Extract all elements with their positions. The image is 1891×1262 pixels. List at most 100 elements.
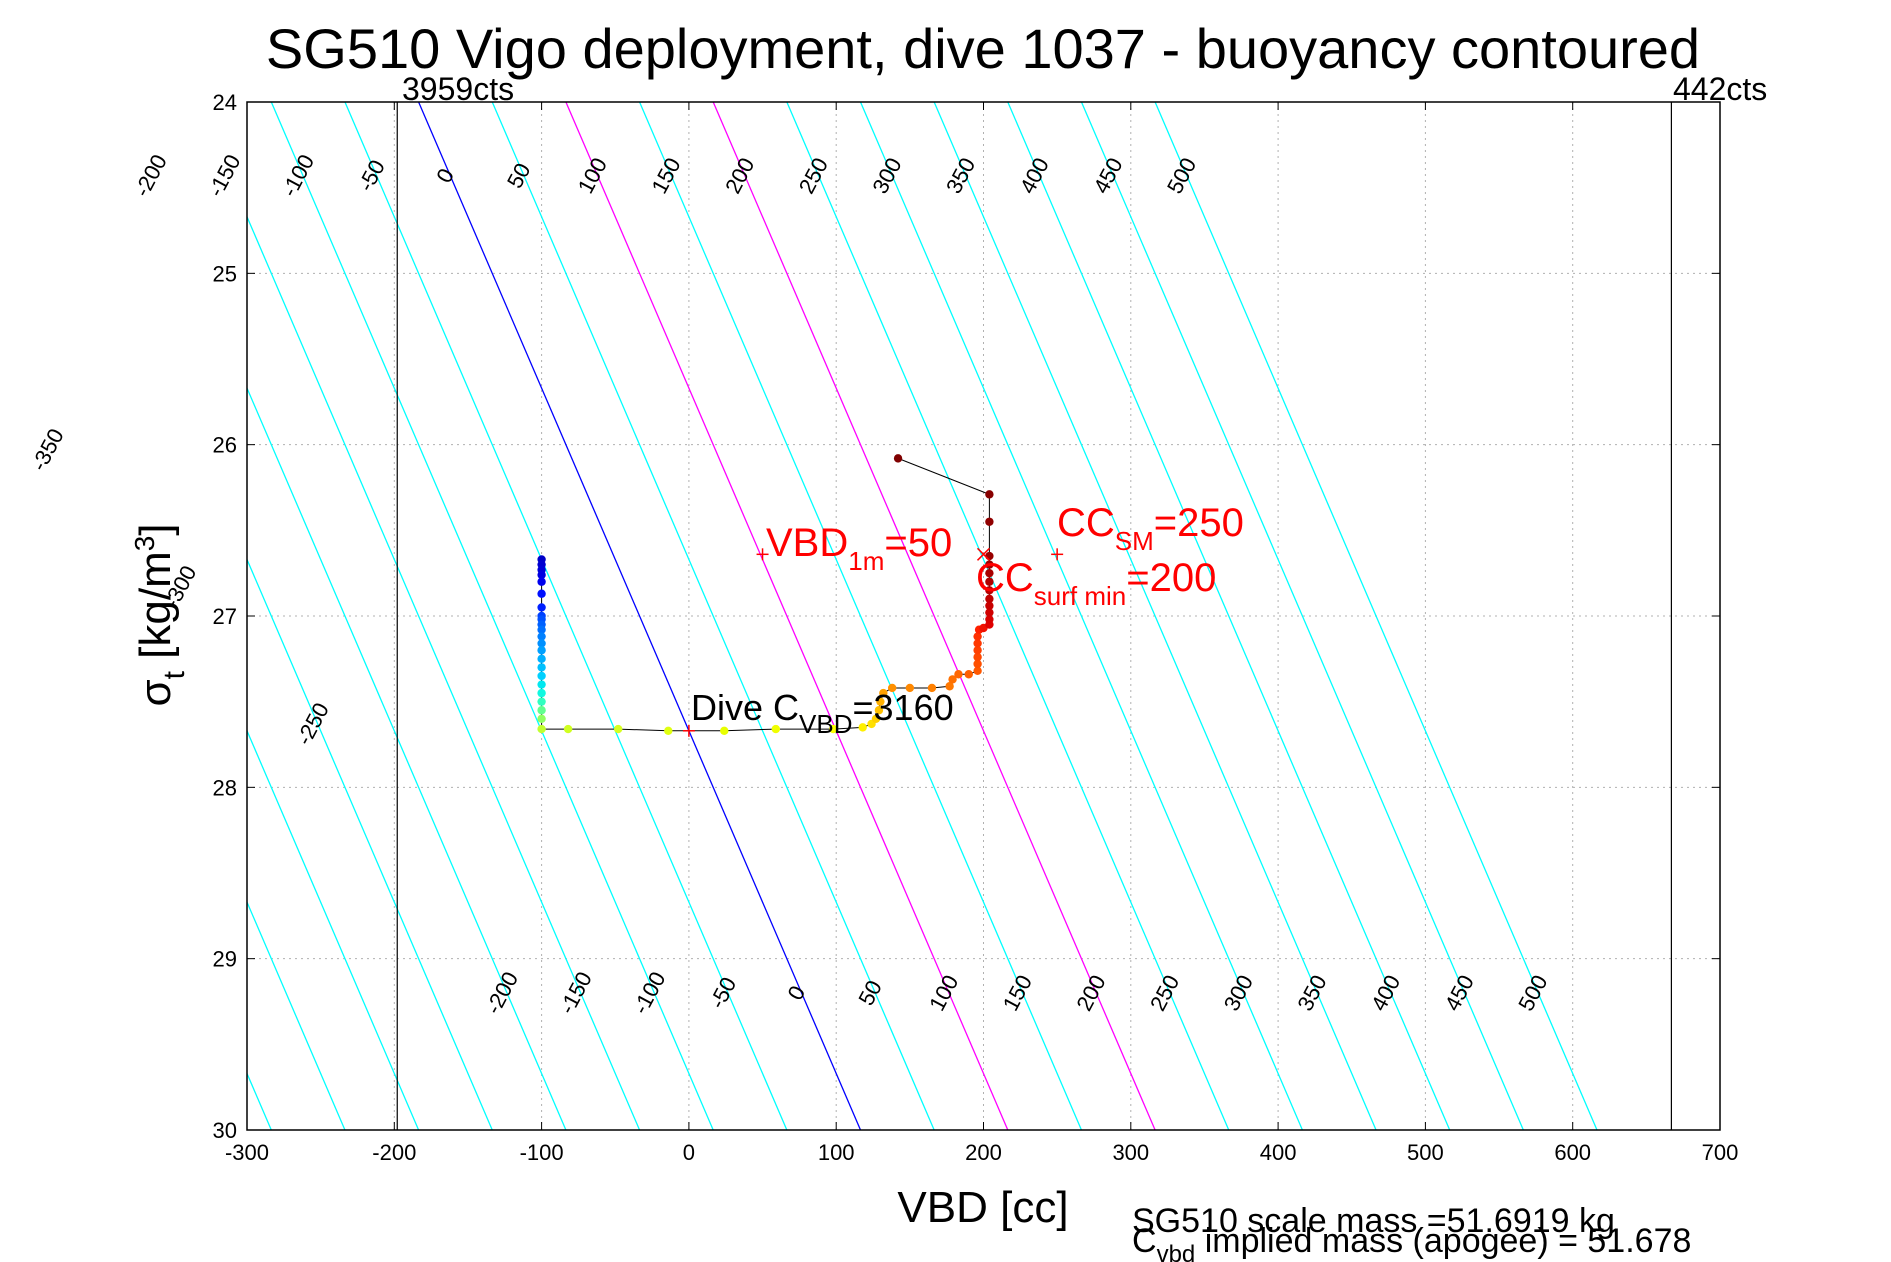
contour-label: 450 bbox=[1440, 971, 1479, 1015]
dive-track-point bbox=[985, 586, 994, 595]
dive-track-point bbox=[537, 603, 546, 612]
dive-track-point bbox=[905, 683, 915, 693]
dive-track-point bbox=[829, 724, 838, 734]
implied-mass-text: Cvbd implied mass (apogee) = 51.678 bbox=[1132, 1222, 1691, 1262]
dive-track-point bbox=[563, 724, 573, 734]
contour-label: 100 bbox=[573, 154, 612, 198]
y-tick-label: 29 bbox=[213, 947, 237, 972]
contour-label: 400 bbox=[1366, 971, 1405, 1015]
contour-label: 200 bbox=[1071, 971, 1110, 1015]
contour-label: 50 bbox=[502, 159, 536, 192]
contour-label: -200 bbox=[129, 150, 172, 201]
x-axis-label: VBD [cc] bbox=[897, 1183, 1068, 1232]
contour-line bbox=[247, 557, 493, 1130]
contour-label: -150 bbox=[203, 150, 246, 201]
dive-track-point bbox=[720, 726, 729, 735]
dive-track-point bbox=[537, 632, 546, 641]
contour-label: -100 bbox=[628, 968, 671, 1019]
dive-track-point bbox=[537, 680, 546, 689]
min-pump-limit-label: 3959cts bbox=[402, 71, 514, 107]
contour-label: 400 bbox=[1015, 154, 1054, 198]
y-tick-label: 24 bbox=[213, 90, 237, 115]
dive-track-point bbox=[985, 490, 994, 499]
dive-track-point bbox=[537, 706, 546, 715]
y-tick-label: 30 bbox=[213, 1118, 237, 1143]
dive-track-point bbox=[537, 625, 546, 634]
contour-line bbox=[1154, 102, 1598, 1130]
x-tick-label: 100 bbox=[818, 1140, 855, 1165]
contour-label: 50 bbox=[853, 976, 887, 1009]
x-tick-label: -300 bbox=[225, 1140, 269, 1165]
contour-line bbox=[270, 102, 714, 1130]
reference-markers bbox=[682, 547, 1064, 737]
dive-track-point bbox=[985, 517, 994, 526]
contour-label: 0 bbox=[431, 164, 459, 187]
dive-track-point bbox=[893, 454, 903, 463]
dive-track-point bbox=[537, 639, 546, 648]
buoyancy-contours bbox=[247, 102, 1598, 1130]
x-tick-label: 400 bbox=[1260, 1140, 1297, 1165]
contour-line bbox=[247, 729, 420, 1130]
contour-label: -150 bbox=[554, 968, 597, 1019]
contour-label: -350 bbox=[26, 424, 69, 475]
contour-line bbox=[247, 386, 567, 1130]
dive-track-point bbox=[985, 594, 994, 604]
contour-line bbox=[859, 102, 1304, 1130]
dive-track-point bbox=[879, 688, 888, 698]
max-pump-limit-label: 442cts bbox=[1673, 71, 1767, 107]
dive-track-point bbox=[537, 654, 546, 664]
dive-track-point bbox=[954, 670, 963, 679]
dive-track-point bbox=[876, 697, 885, 706]
contour-label: -250 bbox=[291, 699, 334, 750]
dive-track-point bbox=[537, 724, 546, 734]
grid-lines bbox=[246, 101, 1721, 1131]
cc-surf-min-annotation: CCsurf min=200 bbox=[976, 556, 1216, 611]
dive-track-point bbox=[985, 608, 994, 617]
dive-track-point bbox=[537, 577, 546, 586]
dive-track-point bbox=[973, 646, 982, 655]
x-tick-label: 300 bbox=[1112, 1140, 1149, 1165]
dive-track-point bbox=[945, 682, 954, 691]
contour-line bbox=[638, 102, 1083, 1130]
dive-track-point bbox=[985, 568, 994, 578]
contour-label: 150 bbox=[646, 154, 685, 198]
contour-label: -200 bbox=[480, 968, 523, 1019]
contour-line bbox=[1080, 102, 1524, 1130]
pump-limit-lines bbox=[396, 102, 1672, 1130]
dive-track-point bbox=[887, 683, 897, 693]
contour-label: 350 bbox=[941, 154, 980, 198]
x-tick-label: 500 bbox=[1407, 1140, 1444, 1165]
contour-label: 300 bbox=[1219, 971, 1258, 1015]
y-tick-label: 26 bbox=[213, 433, 237, 458]
contour-line bbox=[344, 102, 788, 1130]
dive-track-point bbox=[985, 615, 994, 624]
y-tick-label: 28 bbox=[213, 775, 237, 800]
contour-label: 450 bbox=[1088, 154, 1127, 198]
dive-track-point bbox=[664, 726, 673, 735]
dive-track-point bbox=[537, 688, 546, 698]
contour-label: 200 bbox=[720, 154, 759, 198]
plot-frame bbox=[246, 101, 1721, 1131]
contour-line bbox=[247, 900, 346, 1130]
dive-track-point bbox=[964, 670, 973, 679]
dive-track-point bbox=[973, 652, 982, 662]
dive-track-point bbox=[985, 601, 994, 610]
vbd-1m-annotation: VBD1m=50 bbox=[766, 521, 952, 576]
dive-track-point bbox=[771, 724, 781, 734]
dive-track-point bbox=[973, 639, 982, 648]
x-tick-label: -100 bbox=[520, 1140, 564, 1165]
contour-label: 250 bbox=[1145, 971, 1184, 1015]
contour-line bbox=[933, 102, 1377, 1130]
x-tick-label: 0 bbox=[683, 1140, 695, 1165]
contour-line bbox=[786, 102, 1230, 1130]
y-tick-label: 27 bbox=[213, 604, 237, 629]
dive-track-point bbox=[985, 560, 994, 569]
dive-track-point bbox=[871, 714, 881, 723]
dive-track-point bbox=[948, 675, 957, 684]
scale-mass-text: SG510 scale mass =51.6919 kg bbox=[1132, 1202, 1615, 1240]
y-tick-label: 25 bbox=[213, 261, 237, 286]
contour-label: 500 bbox=[1513, 971, 1552, 1015]
dive-track-point bbox=[973, 659, 982, 669]
dive-track bbox=[537, 454, 994, 735]
